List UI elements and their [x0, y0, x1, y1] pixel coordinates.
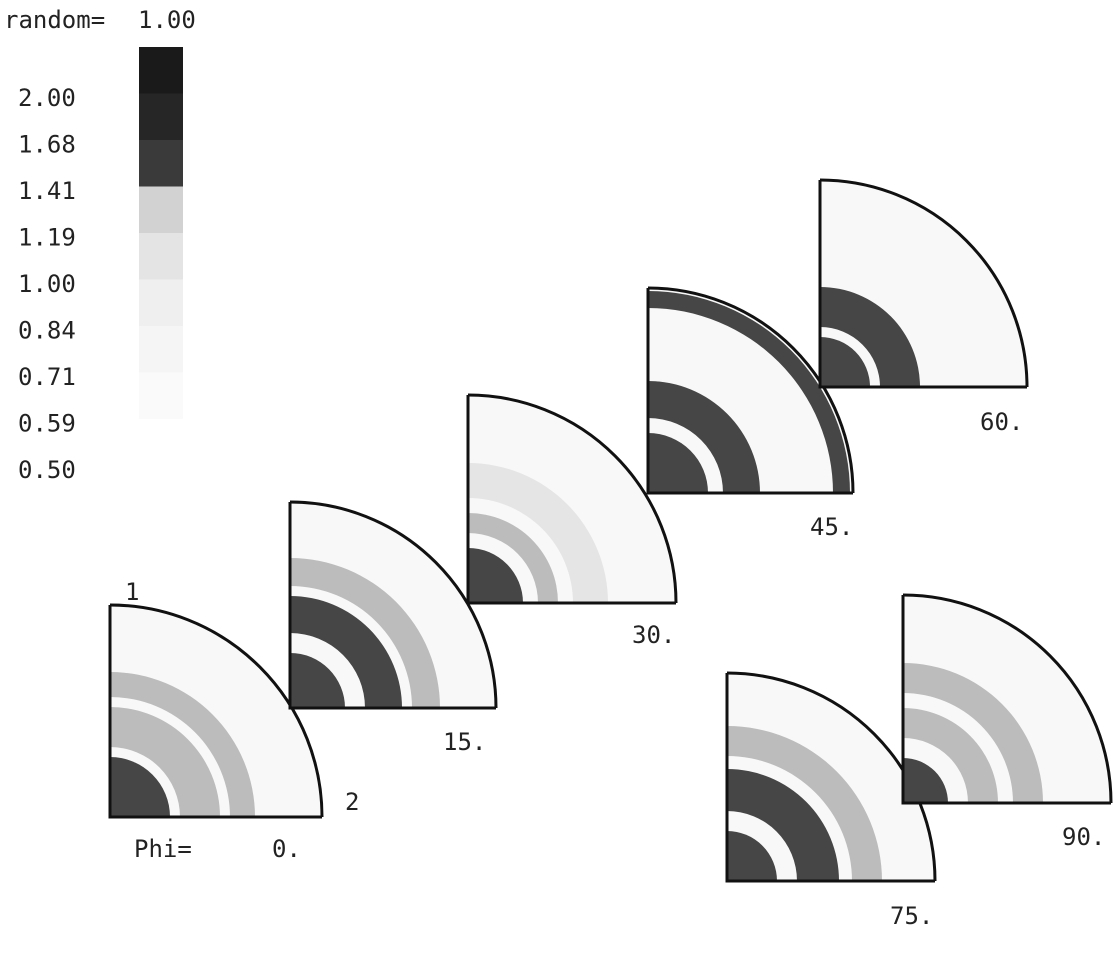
section-axes [108, 605, 322, 819]
section-arc [819, 178, 1029, 388]
phi-section-1: 15. [288, 500, 498, 756]
intensity-band [727, 769, 839, 881]
legend-swatch-4 [139, 233, 183, 280]
section-arc [726, 671, 937, 882]
section-axes [725, 673, 935, 883]
phi-section-2: 30. [466, 393, 678, 649]
intensity-band [110, 707, 220, 817]
intensity-band [468, 513, 558, 603]
random-value: 1.00 [138, 6, 196, 34]
legend-level-label: 2.00 [18, 84, 76, 112]
legend-swatch-1 [139, 93, 183, 141]
axis-label-1: 1 [125, 578, 139, 606]
intensity-band [648, 291, 850, 493]
legend-swatch-5 [139, 279, 183, 327]
section-axes [288, 502, 496, 710]
phi-value-label: 30. [632, 621, 675, 649]
intensity-band [820, 287, 920, 387]
legend-level-label: 0.59 [18, 410, 76, 438]
phi-label: Phi= [134, 835, 192, 863]
legend-swatch-3 [139, 186, 183, 234]
intensity-legend: 2.00 1.68 1.41 1.19 1.00 0.84 0.71 0.59 0.50 [18, 47, 183, 484]
intensity-band [648, 433, 708, 493]
intensity-band [727, 831, 777, 881]
section-background [648, 288, 853, 493]
section-axes [818, 180, 1027, 389]
intensity-band [290, 596, 402, 708]
intensity-band [820, 337, 870, 387]
section-arc [289, 500, 498, 709]
legend-level-label: 0.84 [18, 317, 76, 345]
intensity-band [290, 653, 345, 708]
intensity-band [648, 381, 760, 493]
phi-value-label: 0. [272, 835, 301, 863]
legend-swatch-8 [139, 419, 183, 466]
legend-level-label: 1.19 [18, 224, 76, 252]
legend-swatch-7 [139, 372, 183, 420]
intensity-band [903, 708, 998, 803]
intensity-band [468, 463, 608, 603]
phi-value-label: 75. [890, 902, 933, 930]
random-label: random= [4, 6, 105, 34]
legend-level-label: 1.68 [18, 131, 76, 159]
section-arc [467, 393, 678, 604]
intensity-band [903, 758, 948, 803]
phi-section-5: 75. [725, 671, 937, 930]
legend-swatch-0 [139, 47, 183, 94]
legend-swatch-2 [139, 140, 183, 187]
intensity-band [110, 672, 255, 817]
section-axes [646, 288, 853, 495]
phi-sections: 0. 15. 30. 45. 60. 75. 90. [108, 178, 1113, 930]
legend-swatch-6 [139, 326, 183, 373]
intensity-band [468, 548, 523, 603]
legend-level-label: 0.71 [18, 363, 76, 391]
section-arc [109, 603, 324, 818]
section-arc [902, 593, 1113, 804]
intensity-band [727, 726, 882, 881]
phi-section-4: 60. [818, 178, 1029, 436]
phi-value-label: 60. [980, 408, 1023, 436]
phi-value-label: 90. [1062, 823, 1105, 851]
section-arc [647, 286, 855, 494]
phi-section-6: 90. [901, 593, 1113, 851]
phi-value-label: 45. [810, 513, 853, 541]
phi-section-0: 0. [108, 603, 324, 863]
legend-level-label: 1.00 [18, 270, 76, 298]
axis-label-2: 2 [345, 788, 359, 816]
intensity-band [903, 663, 1043, 803]
section-axes [466, 395, 676, 605]
intensity-band [110, 757, 170, 817]
phi-value-label: 15. [443, 728, 486, 756]
intensity-band [290, 558, 440, 708]
legend-level-label: 0.50 [18, 456, 76, 484]
legend-level-label: 1.41 [18, 177, 76, 205]
phi-section-3: 45. [646, 286, 855, 541]
section-axes [901, 595, 1111, 805]
